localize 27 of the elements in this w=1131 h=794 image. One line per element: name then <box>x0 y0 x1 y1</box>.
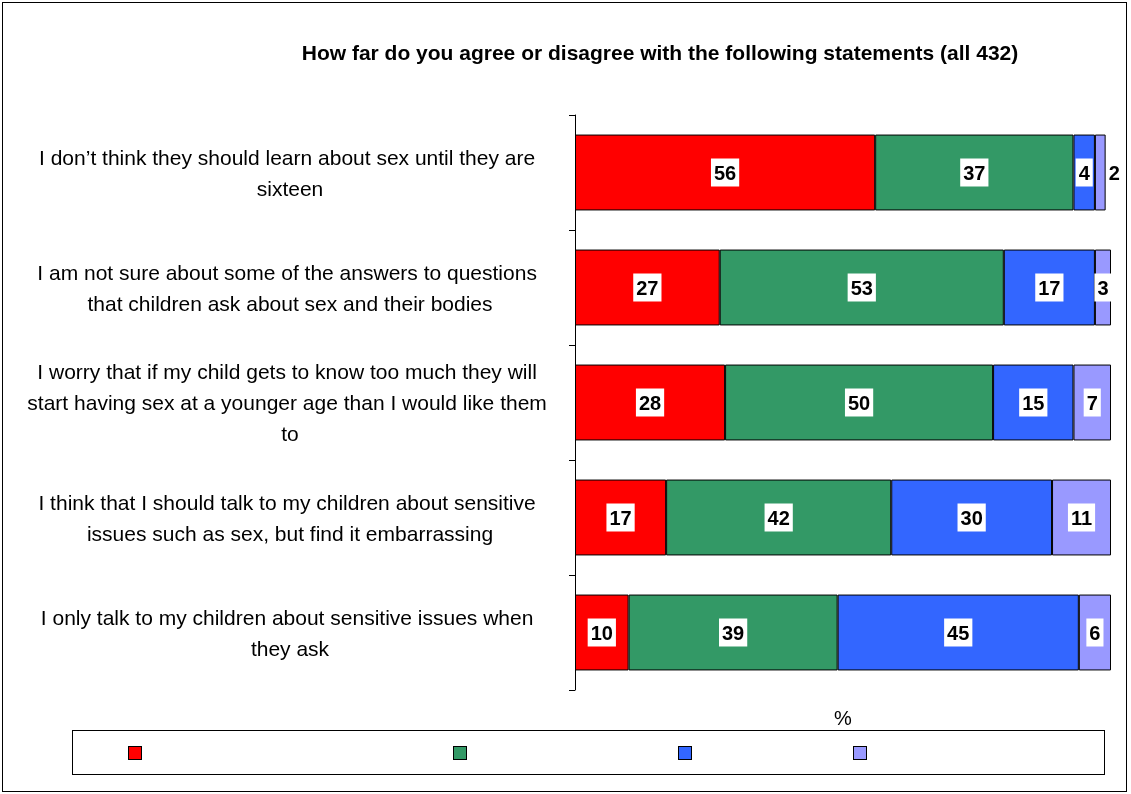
data-label: 7 <box>1086 391 1098 414</box>
y-tick-label: I only talk to my children about sensitive issues when they ask <box>40 605 540 660</box>
data-label: 2 <box>1108 161 1120 184</box>
y-tick-label: I don’t think they should learn about sex until they are sixteen <box>39 145 541 200</box>
data-label: 4 <box>1078 161 1091 184</box>
data-label: 15 <box>1022 391 1045 414</box>
data-label: 10 <box>590 621 613 644</box>
data-label: 56 <box>713 161 737 184</box>
y-tick-label: I am not sure about some of the answers to questions that children ask about sex and their bodies <box>37 260 543 315</box>
data-label: 27 <box>636 276 659 299</box>
data-label: 37 <box>963 161 986 184</box>
x-axis-title: % <box>834 707 853 729</box>
data-label: 17 <box>609 506 632 529</box>
data-label: 3 <box>1097 276 1109 299</box>
data-label: 50 <box>847 391 871 414</box>
chart-title: How far do you agree or disagree with the following statements (all 432) <box>301 40 1019 64</box>
y-tick-label: I think that I should talk to my children about sensitive issues such as sex, but find it embarrassing <box>38 490 542 545</box>
data-label: 30 <box>960 506 983 529</box>
data-label: 45 <box>947 621 970 644</box>
data-label: 53 <box>850 276 873 299</box>
data-label: 17 <box>1038 276 1061 299</box>
data-label: 28 <box>638 391 662 414</box>
data-label: 39 <box>721 621 745 644</box>
data-label: 11 <box>1070 506 1093 529</box>
data-label: 6 <box>1089 621 1101 644</box>
y-tick-label: I worry that if my child gets to know too much they will start having sex at a younger age than I would like them to <box>27 360 553 445</box>
data-label: 42 <box>767 506 790 529</box>
